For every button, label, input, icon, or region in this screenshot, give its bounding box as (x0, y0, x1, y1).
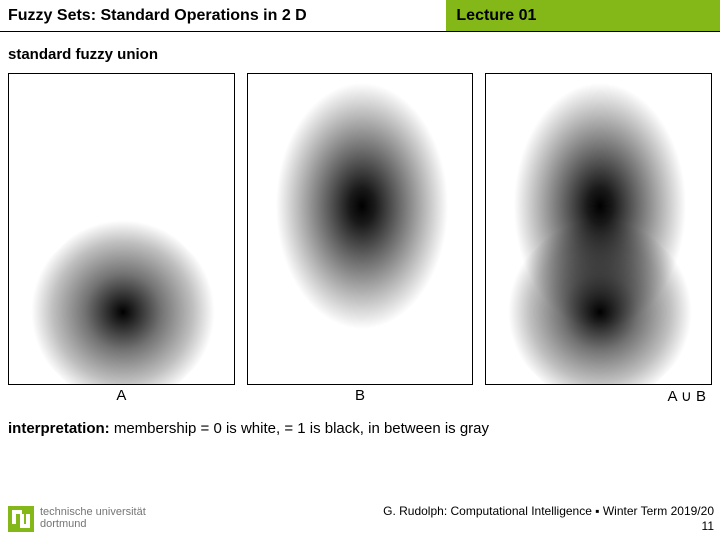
panel-a-label: A (8, 387, 235, 406)
aub-prefix: A (667, 388, 680, 405)
aub-suffix: B (692, 388, 706, 405)
slide-title: Fuzzy Sets: Standard Operations in 2 D (0, 0, 446, 31)
footer-attribution: G. Rudolph: Computational Intelligence ▪… (383, 504, 714, 519)
panel-b (247, 73, 474, 385)
panel-a-union-b (485, 73, 712, 385)
panel-labels-row: A B A ∪ B (0, 385, 720, 406)
tu-logo-icon (8, 506, 34, 532)
panel-a (8, 73, 235, 385)
interpretation-line: interpretation: membership = 0 is white,… (0, 406, 720, 437)
figure-row (0, 67, 720, 385)
fuzzy-set-b-shape (257, 73, 467, 356)
slide-footer: G. Rudolph: Computational Intelligence ▪… (383, 504, 714, 534)
university-name-line2: dortmund (40, 519, 146, 531)
interpretation-text: membership = 0 is white, = 1 is black, i… (110, 420, 489, 437)
section-subtitle: standard fuzzy union (0, 32, 720, 67)
panel-aub-label: A ∪ B (485, 387, 712, 406)
university-logo: technische universität dortmund (8, 506, 146, 532)
union-symbol: ∪ (681, 389, 692, 405)
interpretation-bold: interpretation: (8, 420, 110, 437)
page-number: 11 (383, 519, 714, 534)
lecture-badge: Lecture 01 (446, 0, 720, 31)
slide-header: Fuzzy Sets: Standard Operations in 2 D L… (0, 0, 720, 32)
fuzzy-set-a-shape (8, 185, 235, 385)
university-name: technische universität dortmund (40, 507, 146, 530)
panel-b-label: B (247, 387, 474, 406)
